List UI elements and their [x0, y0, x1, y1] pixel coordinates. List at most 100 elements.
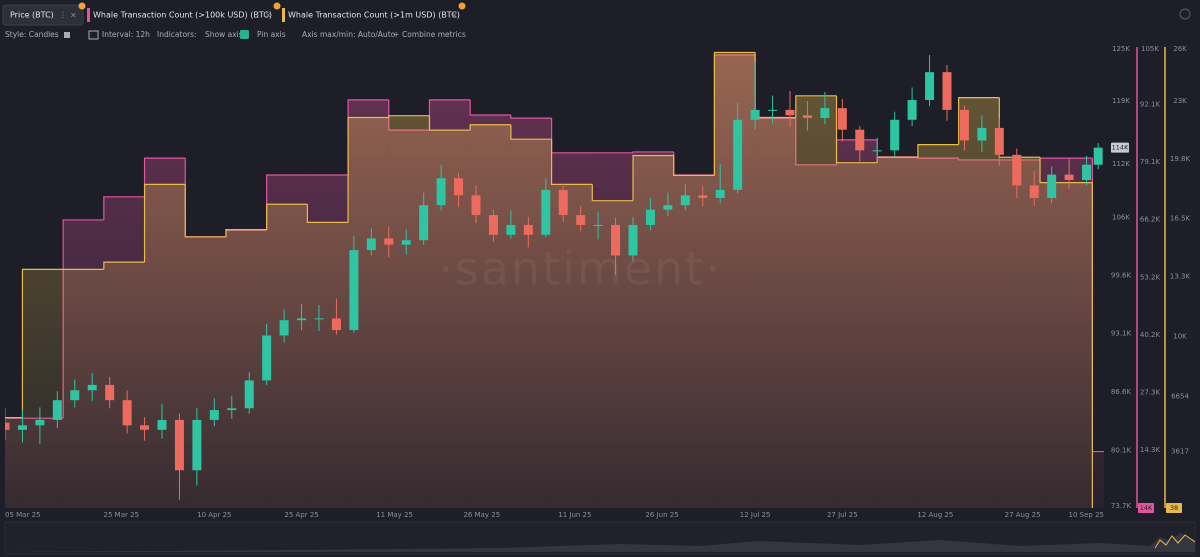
combine-button[interactable]: Combine metrics [402, 30, 466, 39]
step-line [713, 51, 756, 176]
candle-body [262, 335, 272, 381]
tab-label[interactable]: Whale Transaction Count (>1m USD) (BTC) [288, 11, 460, 20]
candle-body [541, 189, 551, 235]
settings-icon[interactable] [1179, 8, 1191, 20]
tab[interactable] [2, 4, 84, 26]
candle-body [314, 318, 324, 320]
tab-menu[interactable]: ⋮ [59, 11, 67, 20]
tab-bar: Price (BTC) ⋮ × Whale Transaction Count … [2, 2, 1191, 26]
pin-axis-label[interactable]: Pin axis [257, 30, 286, 39]
show-axis-checkbox[interactable] [240, 30, 249, 39]
area-fill [5, 417, 23, 508]
axes: 73.7K 80.1K 86.6K 93.1K 99.6K 106K 112K 119K 125… [5, 45, 1190, 519]
step-line [143, 183, 186, 263]
area-fill [63, 269, 104, 508]
area-fill [388, 115, 430, 508]
candle-body [227, 408, 237, 411]
step-line [469, 124, 511, 131]
area-fill [917, 144, 959, 508]
candle-body [663, 205, 673, 210]
x-tick-label: 10 Apr 25 [197, 511, 231, 519]
area-fill [185, 236, 226, 508]
tab-close[interactable]: × [70, 11, 77, 20]
area-fill [999, 157, 1041, 508]
candle-body [890, 119, 900, 151]
area-fill [22, 269, 64, 508]
step-line [306, 204, 349, 223]
candle-body [87, 384, 97, 391]
x-tick-label: 27 Aug 25 [1005, 511, 1041, 519]
tab-close[interactable]: × [265, 11, 272, 20]
y3-tick-label: 10K [1173, 332, 1187, 340]
show-axis-label[interactable]: Show axis [205, 30, 243, 39]
candle-body [140, 425, 150, 430]
candle-body [488, 215, 498, 235]
candle-body [122, 400, 132, 426]
x-tick-label: 25 Apr 25 [284, 511, 318, 519]
last-value-label: 14K [1140, 504, 1153, 512]
areas [5, 51, 1104, 508]
tab-color [87, 8, 90, 22]
y3-tick-label: 26K [1173, 45, 1187, 53]
candle-body [733, 119, 743, 190]
last-price-label: 114K [1112, 144, 1129, 152]
candle-body [977, 127, 987, 141]
candle-body [279, 320, 289, 336]
x-tick-label: 10 Sep 25 [1069, 511, 1104, 519]
candle-body [35, 419, 45, 426]
step-line [632, 151, 674, 153]
area-fill [877, 157, 918, 508]
last-price-badge [1111, 142, 1129, 153]
candle-body [576, 215, 586, 225]
tab-badge [273, 2, 281, 10]
y3-tick-label: 23K [1173, 97, 1187, 105]
style-select[interactable]: Style: Candles [5, 30, 59, 39]
candle-body [157, 419, 167, 430]
step-line [550, 118, 593, 154]
step-line [428, 115, 471, 131]
step-line [917, 144, 959, 158]
step-line [673, 155, 715, 176]
tab-menu[interactable]: ⋮ [254, 11, 262, 20]
step-line [184, 158, 226, 238]
y-tick-label: 125K [1112, 45, 1130, 53]
color-swatch[interactable] [64, 32, 70, 38]
candle-body [70, 390, 80, 401]
y-tick-label: 99.6K [1111, 271, 1132, 279]
candle-body [645, 209, 655, 225]
area-fill [551, 184, 593, 508]
step-line [632, 154, 674, 201]
axis-minmax-select[interactable]: Axis max/min: Auto/Auto [302, 30, 396, 39]
step-line [21, 268, 64, 418]
candle-body [820, 108, 830, 118]
step-line [998, 97, 1041, 158]
candle-body [558, 189, 568, 216]
interval-icon [88, 30, 99, 40]
candle-body [1082, 164, 1092, 180]
x-tick-label: 26 May 25 [463, 511, 500, 519]
x-tick-label: 25 Mar 25 [104, 511, 139, 519]
y-tick-label: 93.1K [1111, 330, 1132, 338]
interval-select[interactable]: Interval: 12h [102, 30, 150, 39]
candle-body [506, 224, 516, 235]
step-line [103, 261, 145, 270]
step-line [1039, 157, 1093, 184]
indicators-select[interactable]: Indicators: [157, 30, 197, 39]
y3-tick-label: 19.8K [1170, 155, 1191, 163]
tab-menu[interactable]: ⋮ [439, 11, 447, 20]
y2-tick-label: 79.1K [1140, 158, 1161, 166]
step-line [184, 184, 226, 238]
area-fill [429, 130, 471, 508]
candle-body [907, 100, 917, 120]
tab-close[interactable]: × [451, 11, 458, 20]
tab-label[interactable]: Whale Transaction Count (>100k USD) (BTC… [93, 11, 272, 20]
candle-body [1064, 174, 1074, 180]
candle-body [802, 115, 812, 118]
x-tick-label: 12 Jul 25 [740, 511, 771, 519]
candle-body [593, 224, 603, 226]
step-line [835, 95, 878, 164]
tab-label[interactable]: Price (BTC) [10, 11, 54, 20]
candle-body [698, 195, 708, 198]
step-line [1091, 182, 1093, 508]
